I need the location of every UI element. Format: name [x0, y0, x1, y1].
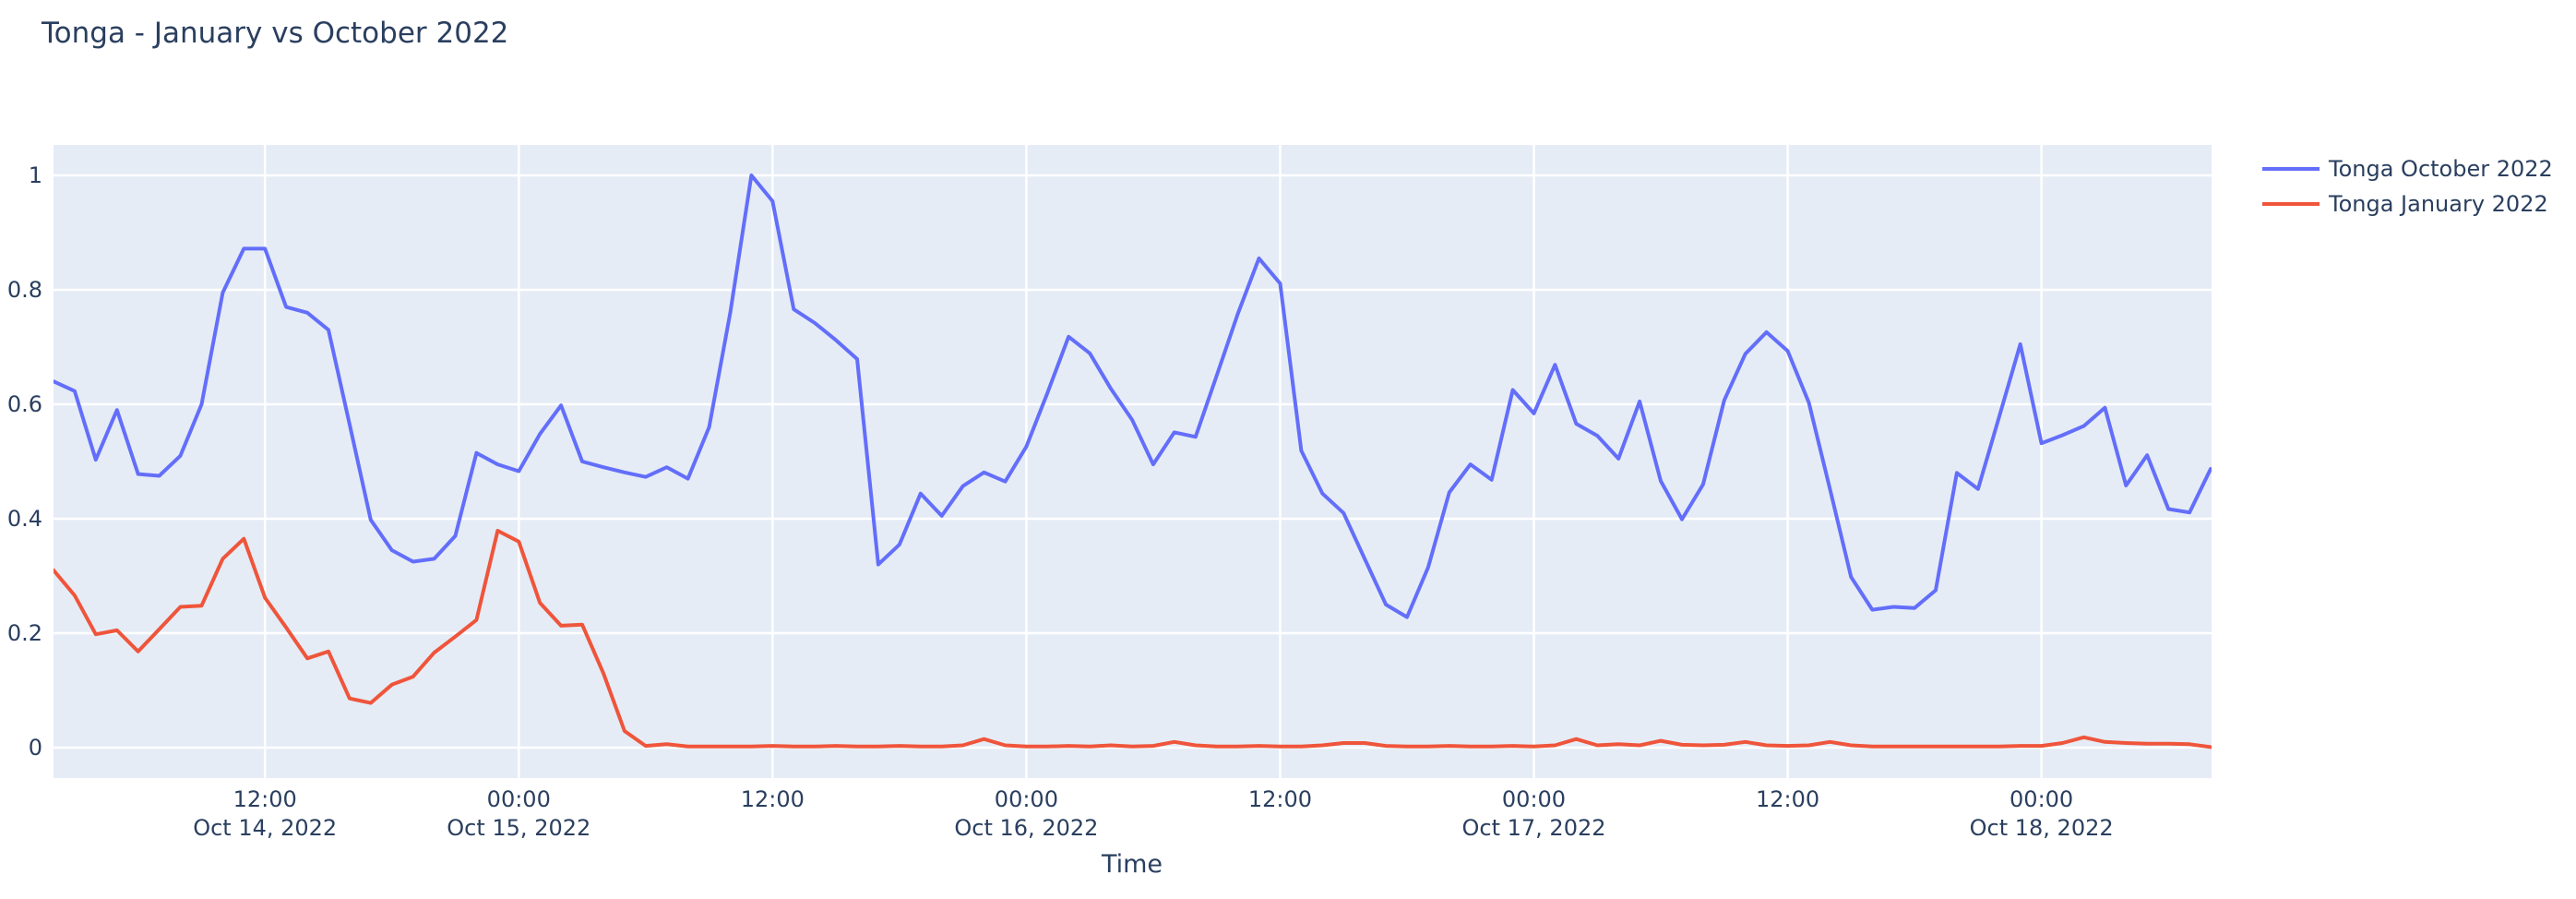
x-tick-date: Oct 17, 2022 [1461, 815, 1606, 841]
y-tick-label: 0.8 [6, 277, 42, 303]
legend-label: Tonga January 2022 [2329, 191, 2548, 217]
x-tick-label: 00:00 Oct 18, 2022 [1940, 785, 2143, 843]
plot-area[interactable] [54, 145, 2212, 778]
x-tick-time: 12:00 [1755, 786, 1820, 812]
y-tick-label: 0.4 [6, 506, 42, 532]
y-tick-label: 0.2 [6, 620, 42, 646]
plot-background [54, 145, 2212, 778]
x-tick-label: 12:00 [671, 785, 874, 814]
y-tick-label: 0 [28, 735, 42, 761]
x-tick-time: 12:00 [740, 786, 805, 812]
y-tick-label: 0.6 [6, 391, 42, 417]
legend-item-tonga-january-2022[interactable]: Tonga January 2022 [2262, 191, 2553, 217]
x-tick-date: Oct 16, 2022 [954, 815, 1099, 841]
series-line-tonga-october-2022[interactable] [54, 174, 2212, 619]
x-tick-time: 00:00 [1501, 786, 1567, 812]
x-tick-label: 12:00 [1687, 785, 1890, 814]
x-tick-label: 12:00 [1178, 785, 1381, 814]
x-tick-time: 00:00 [486, 786, 551, 812]
series-line-tonga-january-2022[interactable] [54, 529, 2212, 749]
legend-item-tonga-october-2022[interactable]: Tonga October 2022 [2262, 156, 2553, 182]
x-tick-date: Oct 15, 2022 [447, 815, 591, 841]
x-tick-time: 12:00 [1247, 786, 1313, 812]
x-tick-label: 00:00 Oct 17, 2022 [1433, 785, 1636, 843]
x-tick-date: Oct 14, 2022 [193, 815, 338, 841]
x-tick-time: 00:00 [994, 786, 1058, 812]
x-tick-time: 00:00 [2010, 786, 2074, 812]
chart-title: Tonga - January vs October 2022 [42, 17, 509, 50]
legend-line-swatch [2262, 202, 2320, 206]
legend: Tonga October 2022 Tonga January 2022 [2262, 156, 2553, 217]
x-tick-label: 00:00 Oct 15, 2022 [417, 785, 620, 843]
legend-line-swatch [2262, 167, 2320, 171]
y-tick-label: 1 [28, 162, 42, 188]
x-tick-label: 12:00 Oct 14, 2022 [163, 785, 366, 843]
x-tick-date: Oct 18, 2022 [1969, 815, 2114, 841]
legend-label: Tonga October 2022 [2329, 156, 2553, 182]
x-tick-time: 12:00 [233, 786, 297, 812]
x-tick-label: 00:00 Oct 16, 2022 [924, 785, 1127, 843]
x-axis-title: Time [1101, 850, 1163, 879]
